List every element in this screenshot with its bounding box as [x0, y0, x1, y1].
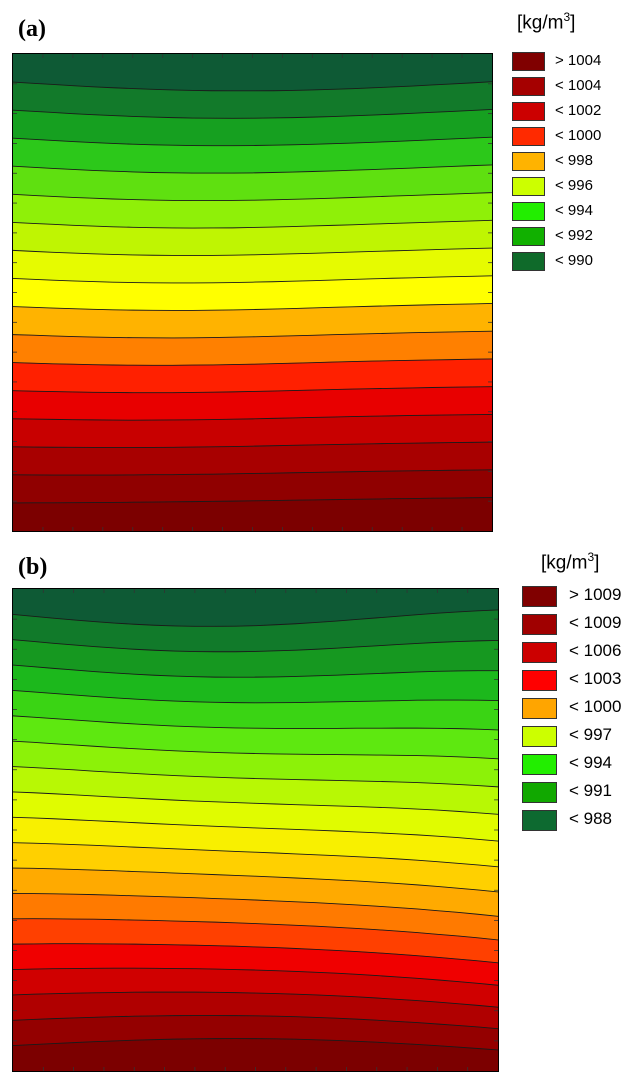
legend-label: < 988: [569, 809, 613, 828]
unit-text: [kg/m: [517, 12, 564, 34]
panel-label: (a): [18, 16, 46, 42]
unit-close: ]: [570, 12, 576, 34]
contour-line: [13, 639, 498, 653]
contour-plot-svg: [13, 589, 498, 1071]
legend-swatch: [512, 127, 545, 146]
contour-line: [13, 109, 492, 119]
unit-text: [kg/m: [541, 552, 588, 574]
legend-swatch: [512, 77, 545, 96]
contour-plot: [12, 53, 493, 532]
legend-label: < 1002: [555, 102, 602, 119]
chart-panel-a: (a) [kg/m3] > 1004 < 1004 < 1002 < 1000 < 99…: [12, 10, 602, 532]
unit-exponent: 3: [587, 550, 595, 564]
contour-line: [13, 816, 498, 842]
legend-swatch: [512, 202, 545, 221]
legend-label: < 1000: [569, 697, 622, 716]
contour-line: [13, 791, 498, 815]
contour-plot: [12, 588, 499, 1072]
legend-swatch: [512, 102, 545, 121]
legend-swatch: [522, 782, 557, 803]
legend-label: < 994: [555, 202, 593, 219]
contour-line: [13, 609, 498, 627]
legend-swatch: [512, 177, 545, 196]
contour-line: [13, 1038, 498, 1051]
legend-label: < 997: [569, 725, 613, 744]
contour-plot-svg: [13, 54, 492, 531]
legend-label: < 994: [569, 753, 613, 772]
legend-label: > 1009: [569, 585, 622, 604]
contour-line: [13, 991, 498, 1008]
contour-line: [13, 664, 498, 678]
contour-line: [13, 413, 492, 421]
legend-swatch: [512, 52, 545, 71]
legend-swatch: [512, 252, 545, 271]
legend-label: < 991: [569, 781, 613, 800]
contour-line: [13, 497, 492, 504]
contour-line: [13, 219, 492, 229]
contour-line: [13, 358, 492, 366]
contour-line: [13, 766, 498, 788]
legend-swatch: [522, 670, 557, 691]
legend-label: < 998: [555, 152, 593, 169]
legend-swatch: [522, 642, 557, 663]
contour-line: [13, 690, 498, 704]
legend-label: < 1003: [569, 669, 622, 688]
legend-label: < 996: [555, 177, 593, 194]
contour-line: [13, 136, 492, 147]
contour-line: [13, 967, 498, 986]
legend-label: < 1006: [569, 641, 622, 660]
panel-label: (b): [18, 554, 48, 580]
legend-label: < 1000: [555, 127, 602, 144]
legend-swatch: [522, 810, 557, 831]
contour-line: [13, 441, 492, 448]
contour-line: [13, 303, 492, 311]
contour-line: [13, 715, 498, 731]
contour-line: [13, 247, 492, 257]
unit-exponent: 3: [563, 10, 571, 24]
legend-label: < 1004: [555, 77, 602, 94]
contour-line: [13, 192, 492, 202]
contour-line: [13, 386, 492, 394]
unit-label: [kg/m3]: [541, 550, 599, 574]
contour-line: [13, 164, 492, 174]
legend-swatch: [522, 614, 557, 635]
contour-line: [13, 81, 492, 92]
legend-label: < 992: [555, 227, 593, 244]
contour-line: [13, 842, 498, 868]
legend-label: < 1009: [569, 613, 622, 632]
legend-swatch: [512, 152, 545, 171]
contour-line: [13, 275, 492, 284]
contour-line: [13, 892, 498, 917]
legend-swatch: [522, 586, 557, 607]
contour-line: [13, 330, 492, 339]
legend-swatch: [522, 698, 557, 719]
contour-line: [13, 469, 492, 476]
contour-line: [13, 867, 498, 893]
contour-line: [13, 1015, 498, 1030]
legend-swatch: [522, 726, 557, 747]
chart-panel-b: (b) [kg/m3] > 1009 < 1009 < 1006 < 1003 < 10…: [0, 542, 641, 1073]
legend-swatch: [512, 227, 545, 246]
unit-label: [kg/m3]: [517, 10, 575, 34]
legend-label: > 1004: [555, 52, 602, 69]
unit-close: ]: [594, 552, 600, 574]
legend-swatch: [522, 754, 557, 775]
contour-line: [13, 918, 498, 941]
contour-line: [13, 740, 498, 760]
legend-label: < 990: [555, 252, 593, 269]
contour-line: [13, 943, 498, 964]
